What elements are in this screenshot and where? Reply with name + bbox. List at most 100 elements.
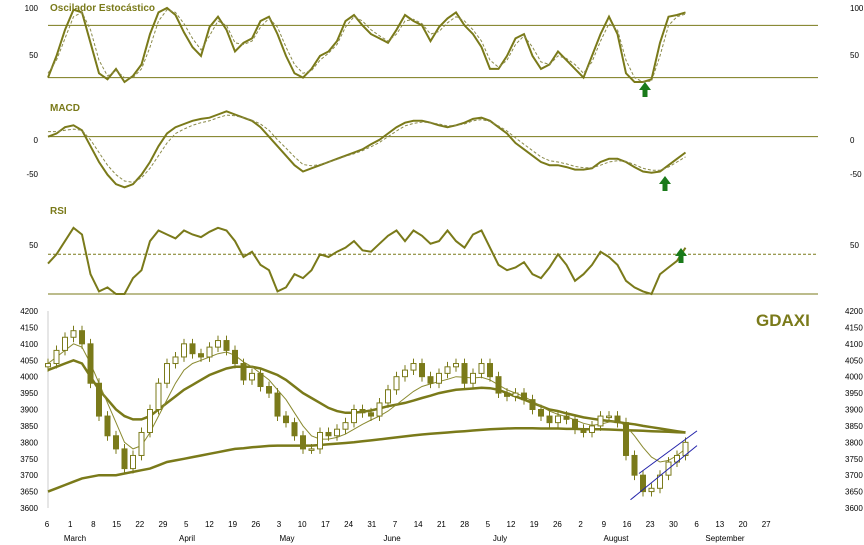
candle-body-56 bbox=[521, 392, 527, 401]
x-tick-14: 31 bbox=[367, 520, 376, 529]
x-tick-12: 17 bbox=[321, 520, 330, 529]
x-tick-17: 21 bbox=[437, 520, 446, 529]
candle-body-41 bbox=[393, 376, 400, 391]
x-tick-11: 10 bbox=[298, 520, 307, 529]
candle-body-32 bbox=[317, 431, 323, 450]
stoch-up-arrow-icon-shaft bbox=[642, 89, 648, 97]
price-tick-right-3: 4050 bbox=[845, 356, 863, 365]
candle-body-36 bbox=[351, 409, 357, 424]
macd-tick-right-1: -50 bbox=[850, 170, 862, 179]
candle-body-65 bbox=[597, 415, 604, 427]
rsi-tick-right-0: 50 bbox=[850, 241, 859, 250]
price-tick-right-7: 3850 bbox=[845, 422, 863, 431]
x-tick-27: 30 bbox=[669, 520, 678, 529]
macd-tick-right-0: 0 bbox=[850, 136, 855, 145]
candle-body-9 bbox=[121, 448, 128, 470]
price-tick-left-10: 3700 bbox=[20, 471, 38, 480]
x-tick-2: 8 bbox=[91, 520, 96, 529]
x-tick-18: 28 bbox=[460, 520, 469, 529]
price-tick-left-11: 3650 bbox=[20, 488, 38, 497]
panel0-series-0 bbox=[47, 6, 686, 84]
price-tick-left-12: 3600 bbox=[20, 504, 38, 513]
rsi-tick-left-0: 50 bbox=[29, 241, 38, 250]
x-tick-13: 24 bbox=[344, 520, 353, 529]
macd-up-arrow-icon-head bbox=[659, 176, 671, 184]
x-tick-4: 22 bbox=[135, 520, 144, 529]
candle-body-49 bbox=[461, 363, 468, 384]
stoch-up-arrow-icon bbox=[639, 82, 651, 97]
candle-body-33 bbox=[325, 431, 332, 437]
price-tick-right-6: 3900 bbox=[845, 406, 863, 415]
month-label-4: July bbox=[493, 534, 507, 543]
x-tick-8: 19 bbox=[228, 520, 237, 529]
price-tick-left-9: 3750 bbox=[20, 455, 38, 464]
candle-body-24 bbox=[249, 372, 255, 381]
candle-body-0 bbox=[45, 363, 51, 368]
stoch-tick-left-0: 100 bbox=[25, 4, 39, 13]
candle-body-47 bbox=[444, 366, 451, 374]
x-tick-16: 14 bbox=[414, 520, 423, 529]
price-tick-left-0: 4200 bbox=[20, 307, 38, 316]
x-tick-15: 7 bbox=[393, 520, 398, 529]
candle-body-10 bbox=[130, 454, 136, 470]
candle-body-23 bbox=[240, 363, 247, 381]
macd-up-arrow-icon bbox=[659, 176, 671, 191]
candle-body-40 bbox=[385, 389, 391, 404]
x-tick-21: 19 bbox=[530, 520, 539, 529]
candle-body-4 bbox=[79, 330, 85, 345]
candle-body-51 bbox=[478, 363, 485, 374]
price-tick-right-4: 4000 bbox=[845, 373, 863, 382]
candle-body-34 bbox=[334, 428, 340, 437]
candle-body-59 bbox=[546, 415, 553, 424]
price-tick-right-1: 4150 bbox=[845, 323, 863, 332]
trend-line-lower bbox=[630, 445, 698, 501]
candle-body-6 bbox=[96, 382, 102, 417]
candle-body-30 bbox=[300, 435, 306, 450]
candle-body-63 bbox=[580, 428, 587, 433]
candle-body-45 bbox=[427, 376, 434, 384]
price-tick-right-5: 3950 bbox=[845, 389, 863, 398]
gdaxi-title: GDAXI bbox=[756, 311, 810, 330]
candle-body-3 bbox=[70, 330, 77, 338]
candle-body-12 bbox=[147, 409, 153, 433]
panel1-series-1 bbox=[48, 114, 686, 183]
candle-body-26 bbox=[266, 386, 272, 394]
candle-body-37 bbox=[359, 409, 366, 414]
candle-body-27 bbox=[274, 392, 281, 417]
candle-body-52 bbox=[487, 363, 493, 378]
x-tick-23: 2 bbox=[578, 520, 583, 529]
price-tick-left-3: 4050 bbox=[20, 356, 38, 365]
candle-body-16 bbox=[181, 343, 187, 358]
candle-body-67 bbox=[614, 415, 621, 424]
candle-body-46 bbox=[436, 372, 442, 384]
candle-body-68 bbox=[623, 422, 629, 456]
price-tick-left-5: 3950 bbox=[20, 389, 38, 398]
month-label-3: June bbox=[383, 534, 401, 543]
price-tick-right-0: 4200 bbox=[845, 307, 863, 316]
price-tick-right-10: 3700 bbox=[845, 471, 863, 480]
candle-body-58 bbox=[538, 409, 544, 417]
macd-up-arrow-icon-shaft bbox=[662, 183, 668, 191]
candle-body-11 bbox=[138, 431, 145, 456]
candle-body-60 bbox=[555, 415, 561, 424]
candle-body-20 bbox=[215, 340, 221, 348]
month-label-2: May bbox=[279, 534, 294, 543]
chart-marks: 4200 4200 4150 4150 4100 4100 4050 4050 4000 4000… bbox=[20, 6, 863, 543]
month-label-5: August bbox=[604, 534, 630, 543]
candle-body-71 bbox=[648, 487, 655, 493]
candle-body-50 bbox=[470, 372, 476, 384]
x-tick-28: 6 bbox=[694, 520, 699, 529]
macd-title: MACD bbox=[50, 103, 80, 114]
candle-body-22 bbox=[232, 349, 238, 365]
candle-body-57 bbox=[529, 399, 536, 410]
stoch-tick-left-1: 50 bbox=[29, 51, 38, 60]
month-label-6: September bbox=[705, 534, 744, 543]
candle-body-44 bbox=[419, 363, 425, 378]
candle-body-61 bbox=[563, 415, 570, 420]
candle-body-19 bbox=[206, 346, 213, 358]
price-ma-0 bbox=[47, 358, 686, 434]
x-tick-10: 3 bbox=[277, 520, 282, 529]
x-tick-20: 12 bbox=[507, 520, 516, 529]
